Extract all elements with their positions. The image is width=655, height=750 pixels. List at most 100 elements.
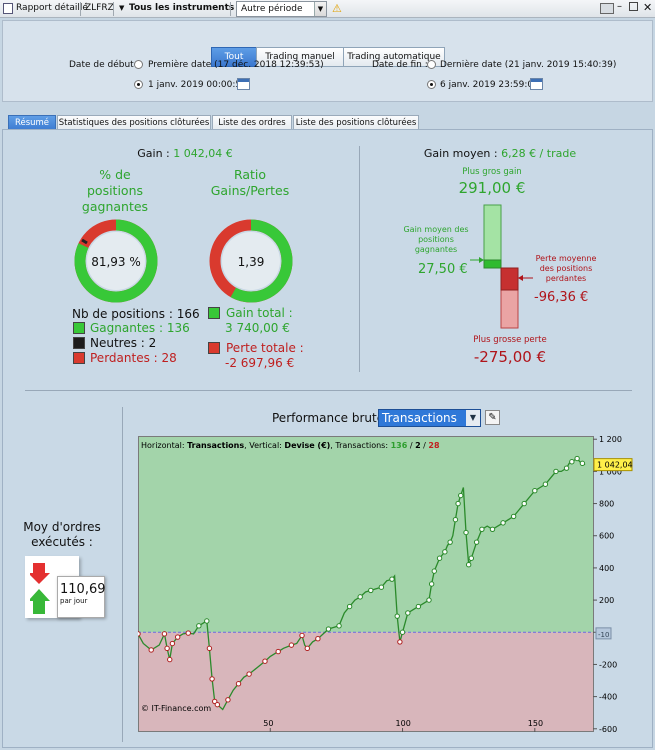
- y-tick-label: -600: [599, 725, 617, 734]
- section-divider: [359, 146, 360, 372]
- end-last-label[interactable]: Dernière date (21 janv. 2019 15:40:39): [440, 60, 617, 70]
- tab-summary[interactable]: Résumé: [8, 115, 56, 130]
- start-custom-radio[interactable]: [134, 80, 143, 89]
- data-point: [169, 640, 176, 647]
- neutral-value: 2: [148, 336, 157, 350]
- data-point: [415, 603, 422, 610]
- start-custom-value[interactable]: 1 janv. 2019 00:00:53: [148, 80, 247, 90]
- data-point: [275, 648, 281, 655]
- tab-orders[interactable]: Liste des ordres: [212, 115, 292, 130]
- data-point: [442, 549, 448, 555]
- gain-summary: Gain : 1 042,04 €: [100, 147, 270, 160]
- ratio-title: Ratio Gains/Pertes: [210, 167, 290, 198]
- avg-gain-label: Gain moyen :: [423, 147, 498, 160]
- watermark: © IT-Finance.com: [141, 704, 211, 713]
- calendar-icon[interactable]: [237, 78, 250, 90]
- period-select[interactable]: Autre période ▼: [236, 1, 327, 17]
- tab-automatic-trading[interactable]: Trading automatique: [343, 47, 445, 67]
- data-point: [473, 539, 480, 545]
- start-first-label[interactable]: Première date (17 déc. 2018 12:39:53): [148, 60, 324, 70]
- chart-header: Horizontal: Transactions, Vertical: Devi…: [141, 441, 440, 450]
- data-point: [315, 635, 321, 642]
- chevron-down-icon[interactable]: ▼: [119, 4, 125, 12]
- total-gain-value: 3 740,00 €: [225, 321, 290, 335]
- data-point: [209, 676, 215, 682]
- data-point: [468, 555, 475, 561]
- tab-closed-positions[interactable]: Liste des positions clôturées: [293, 115, 419, 130]
- data-point: [452, 516, 459, 523]
- x-tick-label: 150: [528, 719, 543, 728]
- minimize-icon[interactable]: –: [617, 1, 622, 12]
- y-tick-label: 1 200: [599, 436, 622, 444]
- data-point: [542, 481, 549, 487]
- wrench-icon[interactable]: ✎: [485, 410, 500, 425]
- period-panel: Tout Trading manuel Trading automatique …: [2, 20, 653, 102]
- orders-value: 110,69: [60, 582, 106, 597]
- x-axis: 50 100 150: [263, 719, 543, 732]
- close-icon[interactable]: ✕: [643, 1, 653, 14]
- data-point: [399, 629, 406, 635]
- data-point: [246, 671, 252, 677]
- perf-dropdown[interactable]: Transactions ▼: [378, 409, 481, 427]
- x-tick-label: 50: [263, 719, 273, 728]
- y-tick-label: -400: [599, 693, 617, 702]
- perf-dropdown-value: Transactions: [382, 411, 457, 425]
- data-point: [465, 561, 472, 568]
- end-date-label: Date de fin :: [372, 60, 428, 70]
- data-point: [164, 645, 170, 652]
- data-point: [394, 613, 400, 619]
- perf-title: Performance brute: [272, 411, 385, 425]
- plot-frame: [138, 436, 594, 732]
- report-button[interactable]: Rapport détaillé: [16, 3, 88, 13]
- data-point: [378, 584, 385, 590]
- data-point: [225, 697, 231, 703]
- end-custom-value[interactable]: 6 janv. 2019 23:59:00: [440, 80, 539, 90]
- y-tick-label: -200: [599, 660, 617, 669]
- end-custom-radio[interactable]: [427, 80, 436, 89]
- data-point: [206, 645, 213, 652]
- losers-value: 28: [161, 351, 177, 365]
- maximize-icon[interactable]: [629, 2, 638, 11]
- data-point: [431, 568, 437, 574]
- pct-winning-donut: [74, 219, 158, 303]
- start-first-radio[interactable]: [134, 60, 143, 69]
- avg-loss-value: -96,36 €: [534, 290, 589, 305]
- data-point: [405, 610, 411, 616]
- y-tick-label: 1 000: [599, 467, 622, 476]
- nb-positions-value: 166: [176, 307, 200, 321]
- data-point: [138, 631, 141, 637]
- data-point: [174, 634, 181, 640]
- biggest-gain-value: 291,00 €: [458, 179, 526, 197]
- data-point: [447, 539, 453, 545]
- chevron-down-icon[interactable]: ▼: [314, 2, 326, 16]
- y-tick-label: 600: [599, 532, 614, 541]
- avg-win-value: 27,50 €: [418, 262, 468, 277]
- total-gain-swatch: [208, 307, 220, 319]
- data-point: [299, 632, 305, 639]
- losers-row: Perdantes : 28: [90, 351, 177, 365]
- account-label[interactable]: ZLFRZ: [85, 3, 114, 13]
- y-tick-label: 200: [599, 596, 614, 605]
- data-point: [532, 487, 538, 494]
- data-point: [455, 500, 461, 507]
- period-select-value: Autre période: [241, 4, 303, 14]
- top-toolbar: Rapport détaillé ZLFRZ ▼ Tous les instru…: [0, 0, 655, 18]
- print-icon[interactable]: [600, 3, 614, 14]
- data-point: [336, 623, 342, 629]
- data-point: [389, 576, 395, 582]
- chevron-down-icon[interactable]: ▼: [466, 410, 480, 426]
- start-date-label: Date de début :: [69, 60, 140, 70]
- tab-closed-stats[interactable]: Statistiques des positions clôturées: [57, 115, 211, 130]
- calendar-icon[interactable]: [530, 78, 543, 90]
- orders-label: Moy d'ordres exécutés :: [23, 520, 101, 549]
- data-point: [489, 526, 496, 533]
- data-point: [288, 642, 295, 648]
- nb-positions: Nb de positions : 166: [72, 307, 200, 321]
- instruments-dropdown[interactable]: Tous les instruments: [129, 3, 235, 13]
- data-point: [463, 529, 469, 536]
- data-point: [196, 623, 202, 629]
- end-last-radio[interactable]: [427, 60, 436, 69]
- data-point: [426, 597, 432, 603]
- neutral-row: Neutres : 2: [90, 336, 156, 350]
- svg-text:-10: -10: [598, 631, 609, 639]
